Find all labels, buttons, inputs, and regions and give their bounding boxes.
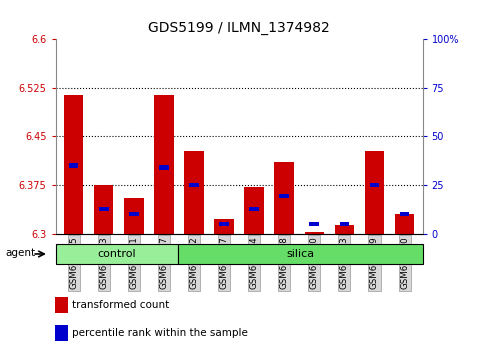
Bar bbox=[279, 194, 289, 198]
Bar bbox=[55, 297, 68, 313]
Bar bbox=[129, 212, 139, 216]
Bar bbox=[56, 244, 178, 264]
Bar bbox=[304, 232, 324, 234]
Bar bbox=[154, 95, 174, 234]
Bar bbox=[178, 244, 423, 264]
Bar bbox=[219, 222, 229, 226]
Bar bbox=[340, 222, 349, 226]
Bar bbox=[365, 150, 384, 234]
Bar bbox=[310, 222, 319, 226]
Title: GDS5199 / ILMN_1374982: GDS5199 / ILMN_1374982 bbox=[148, 21, 330, 35]
Text: agent: agent bbox=[6, 248, 36, 258]
Bar bbox=[159, 165, 169, 170]
Text: transformed count: transformed count bbox=[72, 300, 169, 310]
Text: control: control bbox=[98, 249, 136, 259]
Bar bbox=[55, 325, 68, 341]
Bar bbox=[94, 185, 114, 234]
Bar bbox=[244, 187, 264, 234]
Bar bbox=[69, 163, 79, 168]
Bar bbox=[249, 207, 259, 211]
Bar bbox=[214, 219, 234, 234]
Bar bbox=[184, 150, 204, 234]
Bar bbox=[99, 207, 109, 211]
Bar bbox=[124, 198, 143, 234]
Bar bbox=[395, 214, 414, 234]
Bar bbox=[274, 162, 294, 234]
Text: silica: silica bbox=[286, 249, 314, 259]
Text: percentile rank within the sample: percentile rank within the sample bbox=[72, 328, 248, 338]
Bar bbox=[189, 183, 199, 187]
Bar bbox=[335, 225, 354, 234]
Bar bbox=[400, 212, 410, 216]
Bar bbox=[369, 183, 379, 187]
Bar bbox=[64, 95, 84, 234]
